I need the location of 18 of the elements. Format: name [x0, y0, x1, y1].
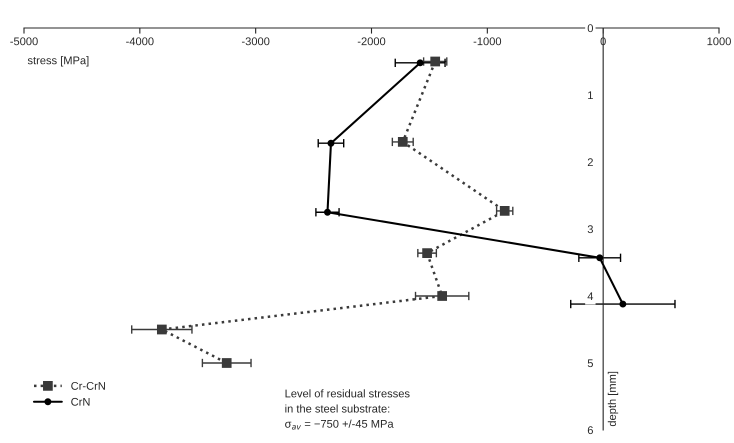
y-tick-label: 0 — [588, 24, 594, 32]
x-tick-label: -4000 — [126, 37, 154, 46]
annotation: Level of residual stresses in the steel substrate: σ$_{av}$ = −750 +/-45 MPa — [285, 389, 410, 430]
x-tick-label: -2000 — [358, 37, 386, 46]
x-axis-title: stress [MPa] — [28, 56, 88, 66]
y-axis-title: depth [mm] — [608, 372, 618, 426]
y-tick-label: 6 — [588, 426, 593, 434]
x-tick-label: 1000 — [707, 37, 731, 46]
legend-label: Cr-CrN — [71, 382, 105, 390]
y-tick-label: 4 — [588, 292, 594, 300]
y-tick-label: 1 — [588, 91, 593, 100]
y-tick-label: 5 — [588, 359, 593, 368]
y-tick-label: 3 — [588, 225, 593, 234]
x-tick-label: -3000 — [242, 37, 270, 46]
x-tick-label: -1000 — [474, 37, 502, 46]
x-tick-label: -5000 — [10, 37, 38, 46]
y-tick-label: 2 — [588, 158, 593, 166]
legend-label: CrN — [71, 398, 90, 406]
